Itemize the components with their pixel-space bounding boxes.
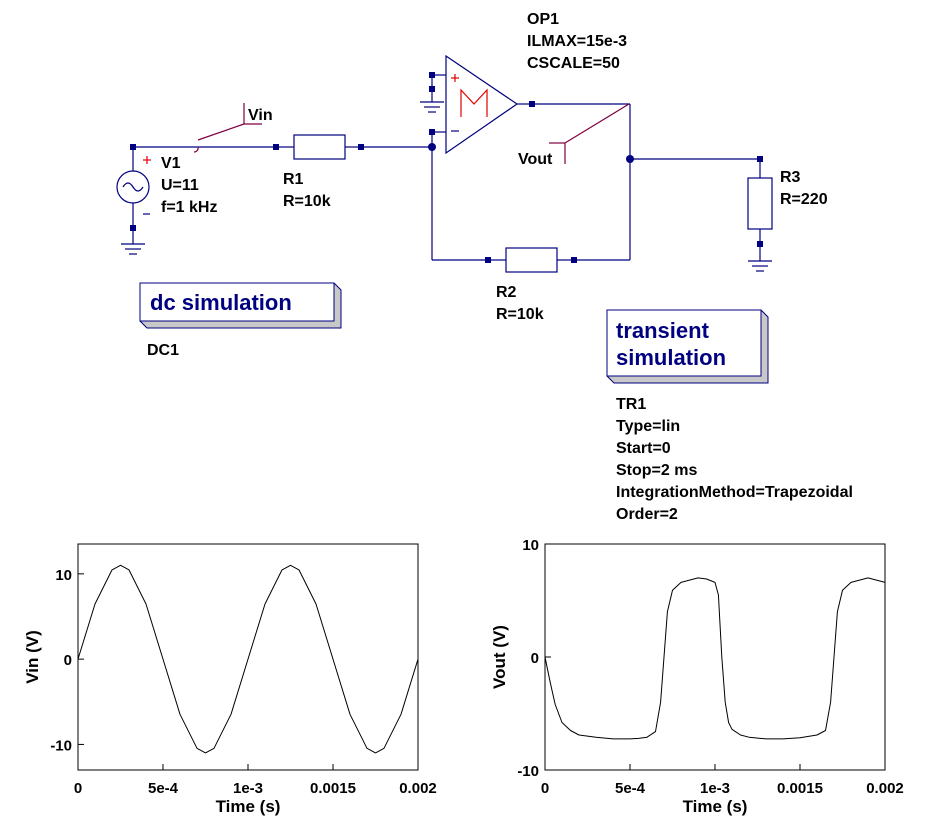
vout-series-line bbox=[544, 577, 886, 740]
vout-ytick-label: -10 bbox=[517, 763, 539, 780]
vout-ytick-label: 0 bbox=[531, 650, 539, 667]
vout-xtick-label: 0.002 bbox=[866, 780, 904, 797]
vout-xtick-label: 1e-3 bbox=[700, 780, 730, 797]
vin-xtick-label: 0.002 bbox=[399, 780, 437, 797]
vout-xaxis-label: Time (s) bbox=[683, 797, 748, 816]
resistor-r1[interactable] bbox=[273, 134, 364, 160]
tr1-param-integration: IntegrationMethod=Trapezoidal bbox=[616, 484, 853, 501]
vin-chart: 0 5e-4 1e-3 0.0015 0.002 10 0 -10 Time (s) Vin (V… bbox=[23, 543, 437, 816]
vout-yaxis-label: Vout (V) bbox=[490, 625, 509, 689]
vin-ytick-label: 0 bbox=[64, 652, 72, 669]
vout-ytick-label: 10 bbox=[522, 537, 539, 554]
r3-value: R=220 bbox=[780, 191, 828, 208]
op1-ilmax: ILMAX=15e-3 bbox=[527, 33, 627, 50]
dc-simulation-title: dc simulation bbox=[150, 290, 292, 315]
op1-name: OP1 bbox=[527, 11, 559, 28]
vin-probe[interactable] bbox=[193, 103, 262, 153]
vin-ytick-label: 10 bbox=[55, 567, 72, 584]
vout-xtick-label: 5e-4 bbox=[615, 780, 646, 797]
resistor-r3[interactable] bbox=[747, 156, 773, 272]
transient-title-line2: simulation bbox=[616, 345, 726, 370]
vout-label: Vout bbox=[518, 151, 553, 168]
vin-xtick-label: 5e-4 bbox=[148, 780, 179, 797]
resistor-r2[interactable] bbox=[485, 247, 577, 273]
vin-xtick-label: 0 bbox=[74, 780, 82, 797]
tr1-param-stop: Stop=2 ms bbox=[616, 462, 697, 479]
tr1-param-order: Order=2 bbox=[616, 506, 678, 523]
schematic: V1 U=11 f=1 kHz Vin R1 R=10k bbox=[116, 11, 853, 523]
vin-series-line bbox=[77, 564, 419, 754]
dc-simulation-box[interactable]: dc simulation bbox=[139, 282, 342, 329]
tr1-param-type: Type=lin bbox=[616, 418, 680, 435]
vout-xtick-label: 0 bbox=[541, 780, 549, 797]
r2-value: R=10k bbox=[496, 306, 544, 323]
tr1-name: TR1 bbox=[616, 396, 646, 413]
r2-name: R2 bbox=[496, 284, 517, 301]
v1-name: V1 bbox=[161, 155, 181, 172]
vout-probe[interactable] bbox=[549, 103, 630, 164]
vin-ytick-label: -10 bbox=[50, 737, 72, 754]
transient-simulation-box[interactable]: transient simulation bbox=[606, 309, 769, 384]
r3-name: R3 bbox=[780, 169, 801, 186]
tr1-param-start: Start=0 bbox=[616, 440, 671, 457]
dc1-name: DC1 bbox=[147, 342, 179, 359]
vout-plot-frame bbox=[544, 543, 886, 771]
voltage-source-v1[interactable] bbox=[116, 144, 151, 255]
vin-xtick-label: 1e-3 bbox=[233, 780, 263, 797]
r1-value: R=10k bbox=[283, 193, 331, 210]
vin-xaxis-label: Time (s) bbox=[216, 797, 281, 816]
v1-voltage: U=11 bbox=[161, 177, 199, 194]
vin-label: Vin bbox=[248, 107, 273, 124]
op1-cscale: CSCALE=50 bbox=[527, 55, 620, 72]
vin-xtick-label: 0.0015 bbox=[310, 780, 356, 797]
vin-yaxis-label: Vin (V) bbox=[23, 630, 42, 684]
r1-name: R1 bbox=[283, 171, 304, 188]
transient-title-line1: transient bbox=[616, 318, 710, 343]
vout-xtick-label: 0.0015 bbox=[777, 780, 823, 797]
vin-plot-frame bbox=[77, 543, 419, 771]
v1-frequency: f=1 kHz bbox=[161, 199, 217, 216]
opamp-op1[interactable] bbox=[420, 54, 535, 155]
